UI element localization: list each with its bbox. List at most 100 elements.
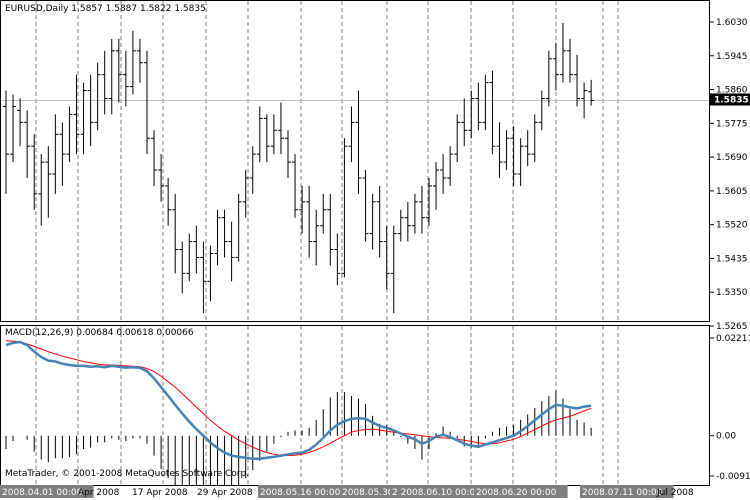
price-bar [186,233,193,282]
macd-header: MACD(12,26,9) 0.00684 0.00618 0.00066 [5,328,194,338]
macd-tick-label: 0.00 [716,432,736,442]
price-bar [559,23,566,83]
price-bar [447,146,454,186]
price-axis: 1.6030 1.5945 1.5860 1.5775 1.5690 1.5605 1.55… [710,18,750,482]
price-bar [256,106,263,163]
price-bar [108,38,115,115]
date-label: 2008.05.30 [342,488,394,498]
macd-line [5,340,592,460]
price-bar [538,90,545,131]
price-bar [94,62,101,131]
price-tick-label: 1.5775 [716,119,748,129]
price-tick-label: 1.5265 [716,322,748,332]
price-tick-label: 1.5605 [716,187,748,197]
price-bar [313,209,320,266]
price-bar [440,154,447,194]
price-bar [327,193,334,266]
date-label: Apr 2008 [78,488,120,498]
price-bar [270,114,277,155]
price-tick-label: 1.5690 [716,153,748,163]
macd-name: MACD(12,26,9) [5,328,74,338]
price-bar [503,130,510,171]
price-tick-label: 1.5435 [716,254,748,264]
price-bar [383,225,390,290]
price-bar [228,221,235,282]
price-bar [24,110,31,178]
date-label: 2008.07.11 00:00 [582,488,663,498]
price-bar [524,130,531,167]
ohlc-values: 1.5857 1.5887 1.5822 1.5835 [71,4,206,14]
current-price-box [710,93,750,106]
price-header: EURUSD,Daily 1.5857 1.5887 1.5822 1.5835 [5,4,206,14]
price-bar [588,79,595,106]
price-bar [136,38,143,83]
date-label: 2008.05.16 00:00 [260,488,341,498]
date-label-box [340,485,400,498]
price-bar [122,50,129,107]
price-bar [221,209,228,258]
price-tick-label: 1.5945 [716,52,748,62]
price-bar [475,82,482,131]
price-bar [115,38,122,103]
price-bar [38,154,45,226]
price-bar [461,98,468,147]
price-bar [235,193,242,262]
price-bar [200,241,207,314]
price-bar [151,130,158,186]
price-bar [468,90,475,139]
price-bar [320,193,327,234]
price-bar [17,98,24,147]
price-bar [510,126,517,186]
price-bar [292,154,299,218]
date-label-box [0,485,94,498]
copyright-text: MetaTrader, © 2001-2008 MetaQuotes Softw… [5,469,250,479]
price-bar [101,50,108,115]
price-bar [433,162,440,210]
price-bar [376,185,383,258]
price-bar [3,90,9,194]
current-price-label: 1.5835 [714,95,749,105]
date-label-box [258,485,352,498]
price-bar [489,70,496,155]
price-chart[interactable] [1,1,709,321]
price-bar [306,185,313,258]
macd-tick-label: -0.00911 [716,472,750,482]
price-bar [52,114,59,194]
date-label: Jul 2008 [656,488,694,498]
price-bar [390,225,397,314]
date-label: 17 Apr 2008 [132,488,188,498]
price-bar [144,50,150,155]
price-bar [496,122,503,178]
price-bar [179,241,186,294]
date-label: 2008.06.20 00:00 [476,488,557,498]
price-bar [454,114,461,163]
date-label-box [390,485,495,498]
price-bar [397,209,404,242]
price-bar [87,74,94,147]
date-label: 29 Apr 2008 [197,488,253,498]
price-chart-panel[interactable]: EURUSD,Daily 1.5857 1.5887 1.5822 1.5835 [0,0,710,322]
macd-chart[interactable] [1,326,709,500]
price-bar [482,74,489,131]
symbol-label: EURUSD,Daily [5,4,69,14]
price-tick-label: 1.5520 [716,221,748,231]
price-bar [214,209,221,266]
price-bar [263,114,270,163]
price-bar [411,193,418,234]
macd-panel[interactable]: MACD(12,26,9) 0.00684 0.00618 0.00066 Me… [0,325,710,500]
price-bar [59,122,66,186]
macd-tick-label: 0.02211 [716,334,750,344]
date-label-box [580,485,674,498]
price-bar [172,193,179,274]
price-tick-label: 1.5350 [716,288,748,298]
price-bar [165,177,172,226]
date-label-box [474,485,568,498]
date-label: 2 2008.06.10 00:00 [392,488,481,498]
price-tick-label: 1.5860 [716,86,748,96]
price-bar [362,170,369,242]
price-tick-label: 1.6030 [716,18,748,28]
price-bar [418,185,425,234]
price-bar [207,245,214,302]
price-bar [531,114,538,163]
